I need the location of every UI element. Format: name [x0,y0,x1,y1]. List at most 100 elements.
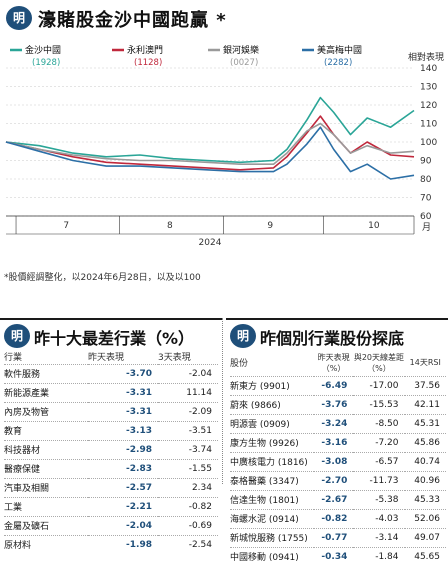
three-day-change: -2.04 [158,363,218,383]
yesterday-change: -2.57 [88,477,158,497]
worst-sectors-title: 昨十大最差行業（%） [34,329,195,348]
yesterday-change: -2.98 [88,439,158,459]
stock-name: 海螺水泥 (0914) [230,508,314,528]
yesterday-change: -3.76 [313,394,354,414]
legend-label: 永利澳門 [127,44,163,56]
x-tick-label: 7 [63,221,69,231]
table-row: 金屬及礦石 -2.04 -0.69 [4,515,218,535]
table-row: 海螺水泥 (0914) -0.82 -4.03 52.06 [230,508,446,528]
yesterday-change: -0.34 [313,546,354,566]
three-day-change: -2.09 [158,401,218,421]
y-tick-label: 120 [420,101,437,111]
table-row: 軟件服務 -3.70 -2.04 [4,363,218,383]
y-axis-label: 相對表現 [408,51,444,63]
stock-name: 中廣核電力 (1816) [230,451,314,471]
logo-badge: 明 [4,324,30,348]
gap-20day: -17.00 [353,375,405,395]
legend-label: 美高梅中國 [317,44,362,56]
stock-name: 中國移動 (0941) [230,546,314,566]
rsi-14: 40.74 [404,451,446,471]
rsi-14: 45.86 [404,432,446,452]
col-header-sector: 行業 [4,353,23,364]
x-year-label: 2024 [199,238,222,248]
worst-sectors-table: 行業 昨天表現 3天表現 軟件服務 -3.70 -2.04 新能源產業 -3.31 11.… [4,350,218,554]
three-day-change: -3.51 [158,420,218,440]
yesterday-change: -2.70 [313,470,354,490]
stock-name: 信達生物 (1801) [230,489,314,509]
logo-badge: 明 [6,6,32,30]
sector-name: 金屬及礦石 [4,515,88,535]
stock-name: 康方生物 (9926) [230,432,314,452]
gap-20day: -6.57 [353,451,405,471]
table-row: 明源雲 (0909) -3.24 -8.50 45.31 [230,413,446,433]
chart-footnote: *股價經調整化，以2024年6月28日，以及以100 [4,273,201,283]
three-day-change: 2.34 [158,477,218,497]
y-tick-label: 70 [420,194,432,204]
table-row: 新城悅服務 (1755) -0.77 -3.14 49.07 [230,527,446,547]
yesterday-change: -0.77 [313,527,354,547]
sector-name: 教育 [4,420,88,440]
yesterday-change: -3.70 [88,363,158,383]
sector-name: 新能源產業 [4,382,88,402]
rsi-14: 52.06 [404,508,446,528]
yesterday-change: -1.98 [88,534,158,554]
table-row: 蔚來 (9866) -3.76 -15.53 42.11 [230,394,446,414]
rsi-14: 37.56 [404,375,446,395]
table-row: 信達生物 (1801) -2.67 -5.38 45.33 [230,489,446,509]
page-title: 濠賭股金沙中國跑贏 * [38,10,227,31]
bottoming-stocks-table: 股份 昨天表現（%） 與20天線差距（%） 14天RSI 新東方 (9901) -… [230,350,446,566]
three-day-change: -2.54 [158,534,218,554]
y-tick-label: 140 [420,64,437,74]
x-unit-label: 月 [422,222,431,233]
rsi-14: 40.96 [404,470,446,490]
col-header-20day-gap: 與20天線差距（%） [353,352,405,373]
yesterday-change: -2.21 [88,496,158,516]
yesterday-change: -3.16 [313,432,354,452]
y-tick-label: 90 [420,157,432,167]
legend-code: (0027) [230,58,258,68]
bottoming-stocks-header: 明 昨個別行業股份探底 [226,318,448,352]
yesterday-change: -2.04 [88,515,158,535]
gap-20day: -11.73 [353,470,405,490]
y-tick-label: 130 [420,83,437,93]
yesterday-change: -3.13 [88,420,158,440]
stock-name: 蔚來 (9866) [230,394,314,414]
table-row: 工業 -2.21 -0.82 [4,496,218,516]
gap-20day: -7.20 [353,432,405,452]
table-row: 醫療保健 -2.83 -1.55 [4,458,218,478]
gap-20day: -8.50 [353,413,405,433]
yesterday-change: -2.83 [88,458,158,478]
sector-name: 內房及物管 [4,401,88,421]
series-line-0 [5,96,415,164]
col-header-stock: 股份 [230,359,249,370]
gap-20day: -4.03 [353,508,405,528]
rsi-14: 45.65 [404,546,446,566]
legend-code: (1128) [134,58,162,68]
gap-20day: -1.84 [353,546,405,566]
three-day-change: -3.74 [158,439,218,459]
x-tick-label: 9 [267,221,273,231]
table-row: 汽車及相關 -2.57 2.34 [4,477,218,497]
table-row: 原材料 -1.98 -2.54 [4,534,218,554]
bottoming-stocks-title: 昨個別行業股份探底 [260,329,405,348]
sector-name: 軟件服務 [4,363,88,383]
col-header-yesterday: 昨天表現（%） [317,352,350,373]
table-row: 中廣核電力 (1816) -3.08 -6.57 40.74 [230,451,446,471]
x-tick-label: 10 [368,221,380,231]
three-day-change: -1.55 [158,458,218,478]
yesterday-change: -6.49 [313,375,354,395]
yesterday-change: -3.31 [88,401,158,421]
table-row: 內房及物管 -3.31 -2.09 [4,401,218,421]
stock-name: 新東方 (9901) [230,375,314,395]
x-tick-label: 8 [167,221,173,231]
sector-name: 醫療保健 [4,458,88,478]
yesterday-change: -3.31 [88,382,158,402]
table-row: 新能源產業 -3.31 11.14 [4,382,218,402]
col-header-yesterday: 昨天表現 [88,353,125,364]
series-line-2 [5,122,415,165]
table-row: 泰格醫藥 (3347) -2.70 -11.73 40.96 [230,470,446,490]
col-header-rsi: 14天RSI [409,358,441,368]
table-row: 中國移動 (0941) -0.34 -1.84 45.65 [230,546,446,566]
logo-badge: 明 [230,324,256,348]
